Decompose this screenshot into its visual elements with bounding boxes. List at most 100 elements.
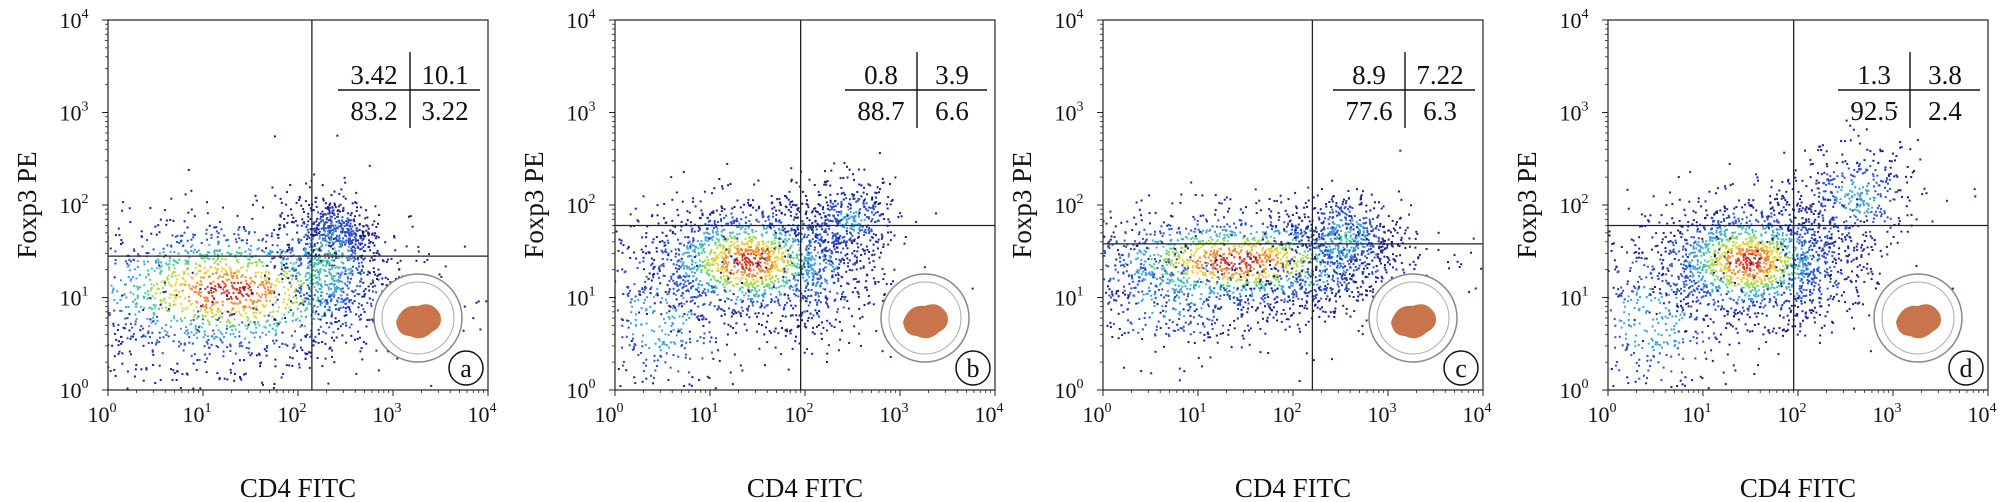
data-point bbox=[696, 240, 699, 243]
data-point bbox=[771, 250, 774, 252]
data-point bbox=[822, 206, 825, 209]
data-point bbox=[308, 366, 311, 369]
data-point bbox=[824, 239, 827, 241]
data-point bbox=[213, 249, 216, 252]
data-point bbox=[770, 222, 773, 225]
data-point bbox=[168, 296, 171, 299]
data-point bbox=[205, 371, 208, 374]
data-point bbox=[280, 256, 283, 259]
data-point bbox=[307, 265, 310, 268]
data-point bbox=[611, 276, 613, 278]
data-point bbox=[263, 305, 266, 308]
data-point bbox=[667, 316, 670, 319]
data-point bbox=[791, 273, 794, 276]
data-point bbox=[756, 265, 759, 268]
data-point bbox=[706, 236, 709, 239]
data-point bbox=[693, 302, 696, 305]
data-point bbox=[712, 289, 715, 292]
data-point bbox=[846, 247, 849, 250]
data-point bbox=[722, 244, 725, 247]
data-point bbox=[821, 228, 824, 231]
data-point bbox=[250, 352, 253, 355]
data-point bbox=[620, 239, 623, 242]
data-point bbox=[192, 309, 195, 312]
data-point bbox=[727, 277, 730, 280]
data-point bbox=[301, 283, 304, 286]
data-point bbox=[328, 210, 331, 213]
data-point bbox=[261, 265, 264, 268]
data-point bbox=[658, 276, 661, 279]
data-point bbox=[669, 341, 672, 344]
data-point bbox=[736, 262, 739, 265]
data-point bbox=[691, 296, 694, 299]
data-point bbox=[774, 246, 777, 249]
data-point bbox=[338, 234, 341, 237]
data-point bbox=[747, 249, 750, 252]
data-point bbox=[181, 310, 184, 313]
data-point bbox=[230, 269, 233, 272]
data-point bbox=[151, 331, 154, 334]
data-point bbox=[778, 286, 781, 289]
data-point bbox=[709, 301, 712, 304]
data-point bbox=[315, 205, 318, 208]
data-point bbox=[711, 257, 713, 260]
data-point bbox=[808, 257, 810, 260]
data-point bbox=[637, 298, 640, 301]
data-point bbox=[225, 239, 228, 242]
data-point bbox=[75, 248, 77, 250]
data-point bbox=[865, 231, 867, 234]
data-point bbox=[336, 257, 339, 260]
data-point bbox=[688, 211, 691, 214]
data-point bbox=[199, 253, 202, 255]
data-point bbox=[710, 237, 713, 240]
data-point bbox=[889, 231, 892, 234]
data-point bbox=[642, 291, 645, 294]
data-point bbox=[840, 285, 843, 288]
data-point bbox=[332, 275, 335, 277]
data-point bbox=[747, 243, 750, 246]
data-point bbox=[212, 297, 215, 299]
data-point bbox=[335, 279, 338, 282]
data-point bbox=[361, 242, 364, 245]
data-point bbox=[642, 256, 645, 259]
data-point bbox=[804, 290, 807, 293]
data-point bbox=[292, 267, 295, 269]
data-point bbox=[860, 219, 863, 222]
data-point bbox=[724, 260, 727, 263]
data-point bbox=[849, 198, 851, 201]
data-point bbox=[715, 262, 718, 265]
data-point bbox=[621, 364, 624, 367]
data-point bbox=[342, 299, 345, 301]
data-point bbox=[344, 267, 347, 270]
data-point bbox=[656, 214, 659, 217]
data-point bbox=[177, 274, 180, 277]
data-point bbox=[150, 321, 153, 324]
data-point bbox=[136, 266, 139, 268]
data-point bbox=[701, 245, 704, 248]
data-point bbox=[733, 353, 736, 356]
data-point bbox=[816, 311, 818, 314]
data-point bbox=[289, 184, 292, 186]
data-point bbox=[841, 225, 844, 228]
data-point bbox=[874, 240, 877, 243]
data-point bbox=[728, 245, 731, 248]
data-point bbox=[169, 325, 172, 328]
data-point bbox=[408, 215, 410, 218]
data-point bbox=[343, 243, 346, 246]
data-point bbox=[300, 263, 303, 266]
data-point bbox=[317, 228, 320, 231]
data-point bbox=[801, 227, 804, 230]
data-point bbox=[328, 241, 331, 244]
data-point bbox=[269, 249, 272, 252]
data-point bbox=[672, 263, 675, 266]
data-point bbox=[325, 260, 327, 263]
data-point bbox=[667, 290, 670, 293]
data-point bbox=[262, 281, 264, 284]
data-point bbox=[272, 322, 275, 325]
data-point bbox=[869, 184, 872, 187]
data-point bbox=[285, 276, 288, 279]
data-point bbox=[629, 225, 632, 228]
x-tick-label: 100 bbox=[88, 401, 117, 427]
data-point bbox=[245, 242, 248, 245]
data-point bbox=[741, 265, 744, 268]
